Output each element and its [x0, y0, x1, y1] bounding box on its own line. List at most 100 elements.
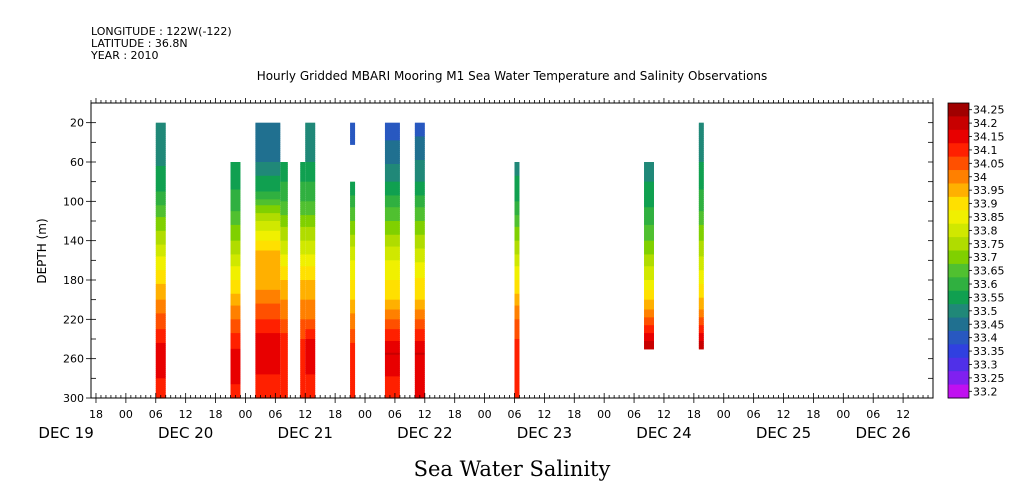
salinity-cell — [414, 154, 425, 157]
salinity-cell — [350, 264, 356, 267]
colorbar-label: 33.3 — [973, 358, 998, 371]
salinity-cell — [280, 380, 288, 383]
x-tick-label: 18 — [567, 408, 581, 421]
salinity-cell — [514, 315, 520, 318]
salinity-cell — [300, 283, 306, 287]
salinity-cell — [280, 388, 288, 391]
salinity-cell — [414, 356, 425, 360]
salinity-cell — [155, 240, 166, 244]
salinity-cell — [698, 232, 704, 236]
salinity-cell — [384, 289, 400, 293]
salinity-cell — [155, 134, 166, 138]
salinity-cell — [384, 224, 400, 228]
salinity-cell — [514, 372, 520, 375]
salinity-cell — [514, 295, 520, 299]
salinity-cell — [414, 358, 425, 362]
salinity-cell — [305, 319, 316, 322]
salinity-cell — [155, 219, 166, 222]
salinity-cell — [384, 260, 400, 263]
salinity-cell — [644, 276, 654, 279]
salinity-cell — [384, 325, 400, 328]
salinity-cell — [155, 122, 166, 126]
salinity-cell — [350, 333, 356, 336]
salinity-cell — [384, 163, 400, 167]
salinity-cell — [698, 219, 704, 222]
salinity-cell — [414, 333, 425, 336]
colorbar-label: 34.25 — [973, 104, 1005, 117]
salinity-cell — [514, 256, 520, 259]
salinity-cell — [255, 301, 281, 305]
salinity-cell — [384, 187, 400, 191]
salinity-cell — [155, 291, 166, 295]
x-tick-label: 00 — [478, 408, 492, 421]
salinity-cell — [305, 270, 316, 273]
salinity-cell — [280, 374, 288, 377]
salinity-cell — [155, 152, 166, 155]
salinity-cell — [698, 317, 704, 320]
salinity-cell — [414, 203, 425, 206]
salinity-cell — [698, 130, 704, 134]
salinity-cell — [644, 238, 654, 242]
salinity-cell — [155, 193, 166, 197]
salinity-cell — [514, 366, 520, 370]
latitude-label: LATITUDE : 36.8N — [91, 37, 188, 50]
salinity-cell — [384, 323, 400, 326]
salinity-cell — [280, 372, 288, 375]
salinity-cell — [384, 394, 400, 397]
salinity-cell — [514, 309, 520, 313]
salinity-cell — [230, 321, 241, 324]
salinity-cell — [230, 384, 241, 387]
salinity-cell — [280, 301, 288, 305]
salinity-cell — [384, 181, 400, 185]
salinity-cell — [255, 280, 281, 283]
salinity-cell — [350, 226, 356, 230]
salinity-cell — [350, 248, 356, 252]
salinity-cell — [514, 335, 520, 338]
salinity-cell — [350, 254, 356, 257]
salinity-cell — [230, 291, 241, 295]
salinity-cell — [414, 221, 425, 224]
salinity-cell — [350, 181, 356, 185]
salinity-cell — [350, 305, 356, 309]
salinity-cell — [155, 283, 166, 287]
salinity-cell — [300, 234, 306, 238]
salinity-cell — [350, 195, 356, 198]
salinity-cell — [350, 372, 356, 375]
salinity-cell — [155, 323, 166, 326]
salinity-cell — [514, 276, 520, 279]
salinity-cell — [350, 221, 356, 224]
salinity-cell — [644, 339, 654, 342]
salinity-cell — [384, 132, 400, 136]
salinity-cell — [255, 158, 281, 161]
salinity-cell — [155, 352, 166, 356]
salinity-cell — [384, 331, 400, 334]
salinity-cell — [300, 392, 306, 395]
salinity-cell — [255, 370, 281, 374]
salinity-cell — [698, 346, 704, 350]
salinity-cell — [305, 230, 316, 234]
salinity-cell — [155, 213, 166, 216]
salinity-cell — [414, 354, 425, 358]
salinity-cell — [698, 327, 704, 330]
salinity-cell — [155, 226, 166, 230]
salinity-cell — [350, 224, 356, 228]
salinity-cell — [255, 128, 281, 132]
salinity-cell — [300, 350, 306, 354]
salinity-cell — [300, 295, 306, 299]
salinity-cell — [384, 130, 400, 134]
salinity-cell — [384, 382, 400, 385]
salinity-cell — [155, 305, 166, 309]
salinity-cell — [350, 390, 356, 393]
salinity-cell — [384, 392, 400, 395]
salinity-cell — [280, 378, 288, 381]
year-label: YEAR : 2010 — [90, 49, 159, 62]
salinity-cell — [300, 236, 306, 240]
colorbar-label: 33.85 — [973, 211, 1005, 224]
salinity-cell — [305, 280, 316, 283]
salinity-cell — [514, 327, 520, 330]
salinity-cell — [644, 221, 654, 224]
salinity-cell — [300, 244, 306, 248]
salinity-cell — [230, 221, 241, 224]
salinity-cell — [384, 201, 400, 204]
salinity-cell — [644, 228, 654, 232]
